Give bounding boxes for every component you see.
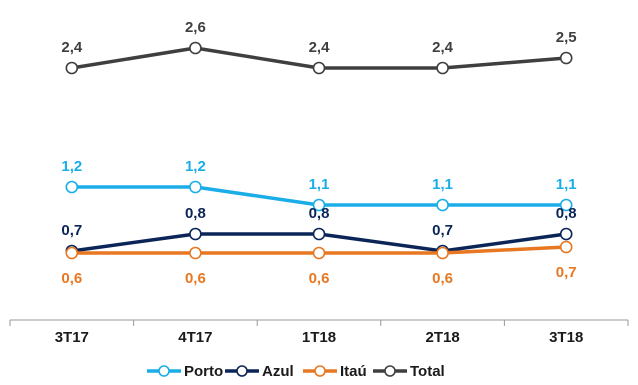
legend-swatch-marker bbox=[158, 365, 170, 377]
data-point-total bbox=[312, 61, 326, 75]
data-label-azul: 0,8 bbox=[185, 205, 206, 222]
data-label-porto: 1,1 bbox=[309, 176, 330, 193]
data-point-itau bbox=[312, 246, 326, 260]
x-tick-label: 4T17 bbox=[178, 329, 212, 346]
data-point-total bbox=[559, 51, 573, 65]
legend-swatch-marker bbox=[236, 365, 248, 377]
data-point-porto bbox=[559, 198, 573, 212]
data-label-azul: 0,8 bbox=[556, 205, 577, 222]
data-label-azul: 0,7 bbox=[432, 222, 453, 239]
data-label-itau: 0,6 bbox=[61, 270, 82, 287]
legend-label: Porto bbox=[184, 363, 223, 380]
data-point-total bbox=[436, 61, 449, 75]
data-label-porto: 1,1 bbox=[432, 176, 453, 193]
plot-area bbox=[65, 41, 573, 260]
data-point-itau bbox=[436, 246, 449, 260]
data-point-itau bbox=[65, 246, 79, 260]
x-tick-label: 3T17 bbox=[55, 329, 89, 346]
legend-label: Itaú bbox=[340, 363, 367, 380]
data-point-azul bbox=[559, 227, 573, 241]
data-point-porto bbox=[189, 180, 202, 194]
legend-item-itau: Itaú bbox=[303, 363, 367, 380]
data-label-total: 2,5 bbox=[556, 29, 577, 46]
data-label-itau: 0,6 bbox=[432, 270, 453, 287]
legend-swatch-marker bbox=[314, 365, 326, 377]
data-label-porto: 1,2 bbox=[185, 158, 206, 175]
data-point-azul bbox=[189, 227, 202, 241]
data-point-porto bbox=[436, 198, 449, 212]
data-point-itau bbox=[559, 240, 573, 254]
data-label-itau: 0,7 bbox=[556, 264, 577, 281]
data-label-total: 2,4 bbox=[309, 39, 331, 56]
data-point-porto bbox=[312, 198, 326, 212]
data-label-porto: 1,2 bbox=[61, 158, 82, 175]
x-tick-label: 2T18 bbox=[425, 329, 459, 346]
data-label-itau: 0,6 bbox=[309, 270, 330, 287]
data-label-azul: 0,7 bbox=[61, 222, 82, 239]
data-point-total bbox=[65, 61, 79, 75]
x-tick-label: 3T18 bbox=[549, 329, 583, 346]
data-point-total bbox=[189, 41, 202, 55]
data-label-itau: 0,6 bbox=[185, 270, 206, 287]
legend-swatch-marker bbox=[384, 365, 396, 377]
data-labels: 1,2 1,2 1,1 1,1 1,1 0,7 0,8 0,8 0,7 0,8 0,6 0,6 0,6 0… bbox=[61, 19, 576, 287]
data-label-porto: 1,1 bbox=[556, 176, 577, 193]
series-porto bbox=[65, 180, 573, 212]
data-label-total: 2,4 bbox=[61, 39, 83, 56]
series-itau bbox=[65, 240, 573, 260]
data-point-azul bbox=[312, 227, 326, 241]
data-label-total: 2,6 bbox=[185, 19, 206, 36]
legend-item-total: Total bbox=[373, 363, 445, 380]
legend: Porto Azul Itaú Total bbox=[147, 363, 445, 380]
x-tick-label: 1T18 bbox=[302, 329, 336, 346]
data-point-itau bbox=[189, 246, 202, 260]
legend-item-porto: Porto bbox=[147, 363, 223, 380]
legend-label: Azul bbox=[262, 363, 294, 380]
data-label-azul: 0,8 bbox=[309, 205, 330, 222]
series-total bbox=[65, 41, 573, 75]
x-axis: 3T17 4T17 1T18 2T18 3T18 bbox=[9, 319, 629, 346]
data-point-porto bbox=[65, 180, 79, 194]
data-label-total: 2,4 bbox=[432, 39, 454, 56]
legend-item-azul: Azul bbox=[225, 363, 294, 380]
legend-label: Total bbox=[410, 363, 445, 380]
